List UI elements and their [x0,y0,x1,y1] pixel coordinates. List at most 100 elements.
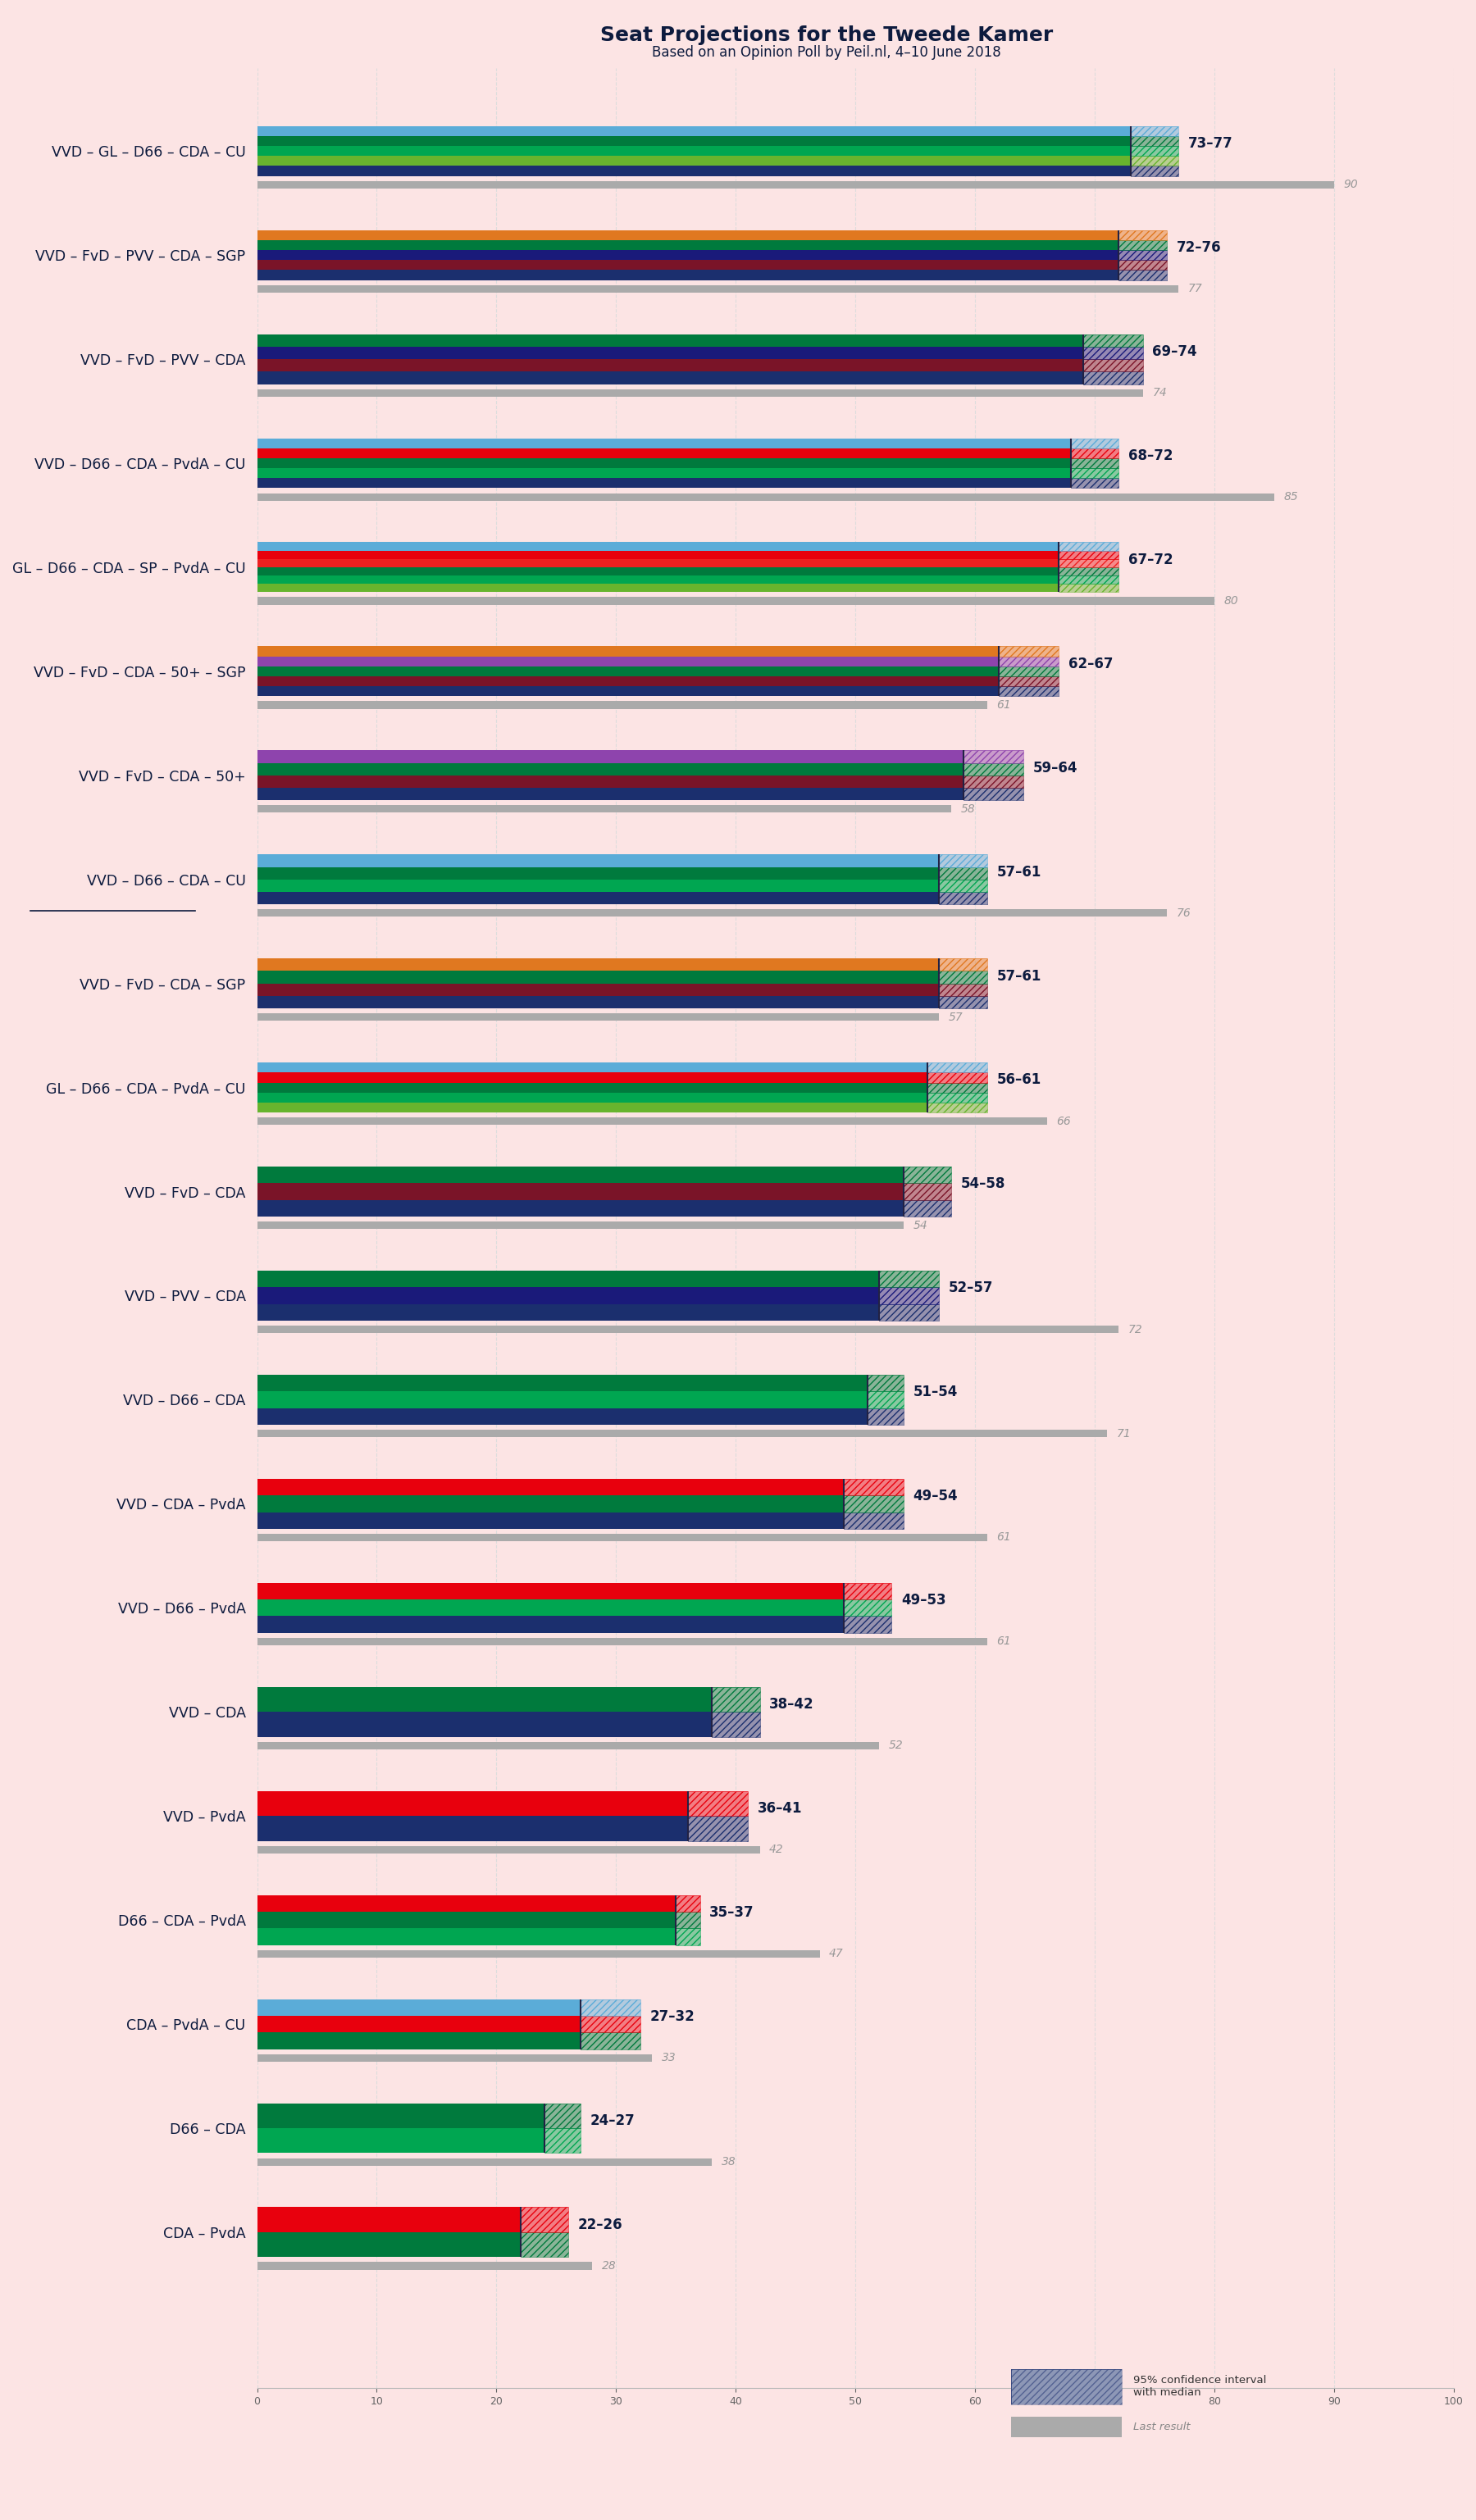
Bar [257,1711,711,1736]
Bar [257,181,1334,189]
Text: 61: 61 [996,1532,1011,1542]
Bar [1131,166,1179,176]
Bar [257,1084,927,1094]
Bar [964,764,1023,776]
Bar [257,1104,927,1111]
Bar [257,1288,880,1303]
Text: 77: 77 [1188,282,1203,295]
Bar [964,776,1023,789]
Bar [903,1167,951,1184]
Bar [257,806,951,814]
Bar [1058,567,1119,575]
Bar [964,751,1023,764]
Bar [939,892,987,905]
Bar [939,867,987,879]
Bar [257,360,1083,370]
Bar [257,1494,843,1512]
Bar [903,1167,951,1184]
Bar [257,459,1072,469]
Bar [257,1998,580,2016]
Text: 67–72: 67–72 [1128,552,1173,567]
Text: 52: 52 [889,1739,903,1751]
Bar [257,575,1058,585]
Bar [999,665,1058,675]
Bar [939,970,987,983]
Text: 51–54: 51–54 [914,1386,958,1399]
Bar [257,388,1142,396]
Bar [1058,575,1119,585]
Text: 57: 57 [949,1011,964,1023]
Bar [257,1222,903,1230]
Bar [257,983,939,995]
Text: 71: 71 [1116,1429,1131,1439]
Bar [1131,126,1179,136]
Bar [1119,249,1166,260]
Bar [711,1711,760,1736]
Text: 61: 61 [996,698,1011,711]
Bar [257,776,964,789]
Bar [257,1409,868,1424]
Bar [257,789,964,801]
Bar [257,1376,868,1391]
Bar [999,655,1058,665]
Bar [257,685,999,696]
Bar [999,645,1058,655]
Text: 22–26: 22–26 [577,2218,623,2233]
Bar [257,2054,652,2061]
Bar [711,1711,760,1736]
Bar [257,597,1215,605]
Bar [1083,360,1142,370]
Bar [939,854,987,867]
Bar [999,685,1058,696]
Bar [257,1200,903,1217]
Bar [1072,449,1119,459]
Text: 80: 80 [1224,595,1238,607]
Bar [843,1600,892,1615]
Bar [580,2016,641,2034]
Bar [257,370,1083,383]
Bar [880,1270,939,1288]
Text: Seat Projections for the Tweede Kamer: Seat Projections for the Tweede Kamer [601,25,1052,45]
Bar [257,260,1119,270]
Bar [257,1913,676,1928]
Text: 95% confidence interval
with median: 95% confidence interval with median [1134,2374,1266,2399]
Bar [939,879,987,892]
Text: Based on an Opinion Poll by Peil.nl, 4–10 June 2018: Based on an Opinion Poll by Peil.nl, 4–1… [652,45,1001,60]
Bar [257,1063,927,1074]
Bar [257,910,1166,917]
Bar [939,970,987,983]
Bar [939,867,987,879]
Bar [1119,239,1166,249]
Text: 62–67: 62–67 [1069,655,1113,670]
Bar [580,1998,641,2016]
Bar [257,995,939,1008]
Text: 28: 28 [602,2260,617,2271]
Bar [1058,549,1119,559]
Bar [939,995,987,1008]
Bar [257,892,939,905]
Bar [257,494,1274,501]
Bar [676,1913,700,1928]
Bar [257,1326,1119,1333]
Bar [257,1686,711,1711]
Bar [903,1200,951,1217]
Bar [688,1817,748,1842]
Bar [257,655,999,665]
Bar [257,675,999,685]
Bar [257,2127,545,2152]
Text: 38–42: 38–42 [769,1696,815,1711]
Bar [257,1303,880,1320]
Bar [927,1104,987,1111]
Bar [843,1479,903,1494]
Text: 57–61: 57–61 [996,864,1041,879]
Text: 49–54: 49–54 [914,1489,958,1504]
Bar [939,958,987,970]
Bar [1083,370,1142,383]
Bar [580,2034,641,2049]
Bar [880,1288,939,1303]
Bar [964,776,1023,789]
Bar [843,1583,892,1600]
Bar [257,1950,819,1958]
Text: 52–57: 52–57 [949,1280,993,1295]
Text: 36–41: 36–41 [757,1802,801,1817]
